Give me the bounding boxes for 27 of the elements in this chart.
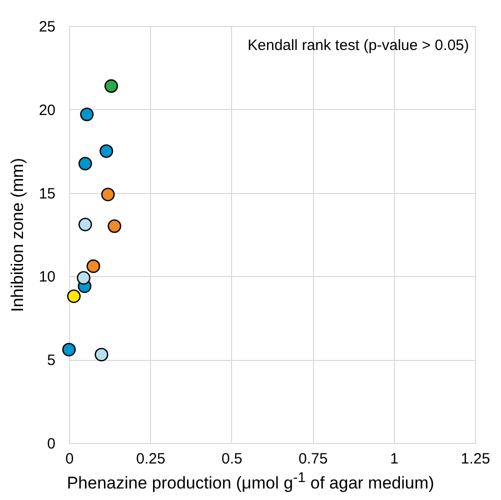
y-tick-label: 10 [38, 268, 56, 286]
point [86, 259, 100, 273]
point [76, 271, 90, 285]
point [94, 348, 108, 362]
point [104, 79, 118, 93]
y-tick-label: 20 [38, 102, 56, 119]
point [108, 219, 122, 233]
x-tick-label: 1 [390, 450, 398, 468]
x-tick-label: 0.25 [136, 450, 166, 468]
x-tick-label: 0.75 [298, 450, 328, 468]
y-tick-label: 5 [47, 352, 56, 370]
point [67, 289, 81, 303]
x-axis-title: Phenazine production (μmol g$^{-1}$ of agar medium) [66, 470, 436, 494]
point [62, 342, 76, 356]
x-tick-label: 0.5 [221, 450, 242, 468]
x-tick-label: 0 [65, 450, 74, 468]
point [101, 188, 115, 202]
y-tick-label: 25 [38, 18, 56, 36]
y-axis-title: Inhibition zone (mm) [8, 158, 27, 312]
y-tick-label: 0 [47, 436, 56, 452]
point [78, 218, 92, 232]
y-tick-label: 15 [38, 185, 56, 202]
x-tick-label: 1.25 [460, 450, 490, 468]
point [78, 156, 92, 170]
point [80, 108, 94, 122]
annotation: Kendall rank test (p-value > 0.05) [248, 37, 470, 54]
point [100, 144, 114, 158]
